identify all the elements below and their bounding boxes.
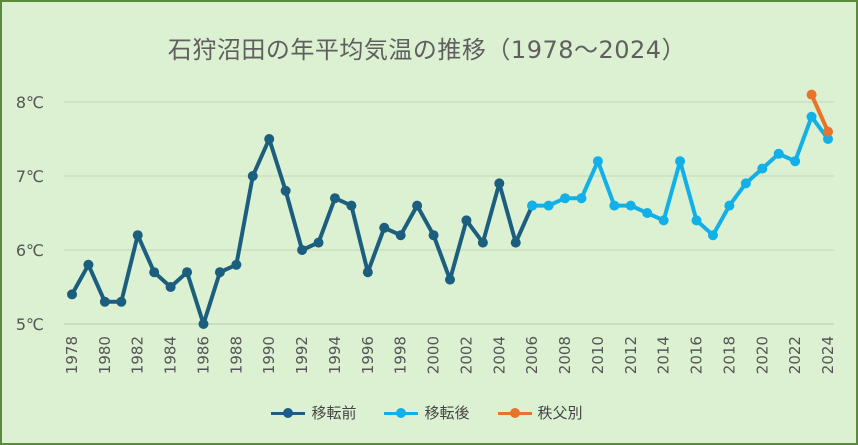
data-point (116, 296, 127, 307)
data-point (428, 230, 439, 241)
data-point (165, 282, 176, 292)
data-point (280, 185, 291, 196)
data-point (642, 208, 653, 218)
legend-swatch (271, 407, 306, 419)
x-tick-label: 2018 (720, 336, 738, 374)
data-point (592, 156, 603, 167)
data-point (477, 237, 488, 248)
data-point (560, 193, 571, 204)
data-point (231, 259, 242, 270)
x-tick-label: 1984 (162, 336, 180, 374)
x-tick-label: 1978 (63, 336, 81, 374)
legend-swatch (497, 407, 532, 419)
y-tick-label: 6℃ (16, 241, 44, 260)
x-tick-label: 2014 (655, 336, 673, 374)
x-tick-label: 2020 (753, 336, 771, 374)
x-tick-label: 2012 (622, 336, 640, 374)
data-point (329, 193, 340, 204)
x-tick-label: 2006 (523, 336, 541, 374)
data-point (198, 319, 209, 329)
data-point (412, 200, 423, 211)
data-point (149, 267, 160, 278)
data-point (264, 134, 275, 144)
x-tick-label: 2008 (556, 336, 574, 374)
data-point (675, 156, 686, 167)
y-tick-label: 5℃ (16, 315, 44, 334)
data-point (132, 230, 143, 241)
x-tick-label: 1988 (227, 336, 245, 374)
series-2 (527, 111, 833, 241)
data-point (313, 237, 324, 248)
data-point (379, 222, 390, 233)
data-point (395, 230, 406, 241)
data-point (707, 230, 718, 241)
data-point (543, 200, 554, 211)
data-point (740, 178, 751, 189)
data-point (691, 215, 702, 226)
series-line (809, 92, 830, 134)
y-tick-label: 7℃ (16, 167, 44, 186)
legend-item: 秩父別 (497, 402, 583, 423)
x-tick-label: 1998 (392, 336, 410, 374)
x-tick-label: 2004 (490, 336, 508, 374)
legend-item: 移転前 (271, 402, 356, 423)
x-tick-label: 2016 (688, 336, 706, 374)
legend: 移転前 移転後 秩父別 (2, 402, 852, 423)
data-point (67, 289, 77, 300)
data-point (806, 89, 817, 100)
data-point (445, 274, 455, 285)
data-point (757, 163, 768, 174)
data-point (625, 200, 636, 211)
data-point (724, 200, 735, 211)
data-point (658, 215, 669, 226)
data-point (773, 148, 784, 159)
data-point (214, 267, 225, 278)
data-point (806, 111, 817, 122)
x-tick-label: 1986 (194, 336, 212, 374)
x-tick-label: 2002 (457, 336, 475, 374)
legend-swatch (384, 407, 419, 419)
x-tick-label: 1990 (260, 336, 278, 374)
data-point (297, 245, 308, 255)
data-point (247, 171, 258, 181)
x-tick-label: 1996 (359, 336, 377, 374)
data-point (182, 267, 193, 278)
legend-label: 秩父別 (537, 404, 583, 422)
y-tick-label: 8℃ (16, 93, 44, 112)
data-point (99, 296, 110, 307)
data-point (576, 193, 587, 204)
series-1 (67, 134, 538, 329)
data-point (494, 178, 505, 189)
legend-label: 移転後 (424, 404, 470, 422)
data-point (527, 200, 538, 211)
data-point (823, 126, 833, 137)
chart-title: 石狩沼田の年平均気温の推移（1978～2024） (167, 36, 687, 64)
x-tick-label: 2000 (425, 336, 443, 374)
data-point (510, 237, 521, 248)
x-tick-label: 1994 (326, 336, 344, 374)
x-tick-label: 2024 (819, 336, 837, 374)
data-point (83, 259, 94, 270)
legend-item: 移転後 (384, 402, 470, 423)
series-3 (806, 89, 833, 137)
x-tick-label: 2010 (589, 336, 607, 374)
data-point (609, 200, 620, 211)
x-tick-label: 1992 (293, 336, 311, 374)
legend-label: 移転前 (311, 404, 357, 422)
x-tick-label: 1980 (96, 336, 114, 374)
data-point (346, 200, 357, 211)
data-point (461, 215, 472, 226)
x-tick-label: 1982 (129, 336, 147, 374)
data-point (790, 156, 801, 167)
data-point (823, 134, 833, 144)
x-tick-label: 2022 (786, 336, 804, 374)
data-point (362, 267, 373, 278)
